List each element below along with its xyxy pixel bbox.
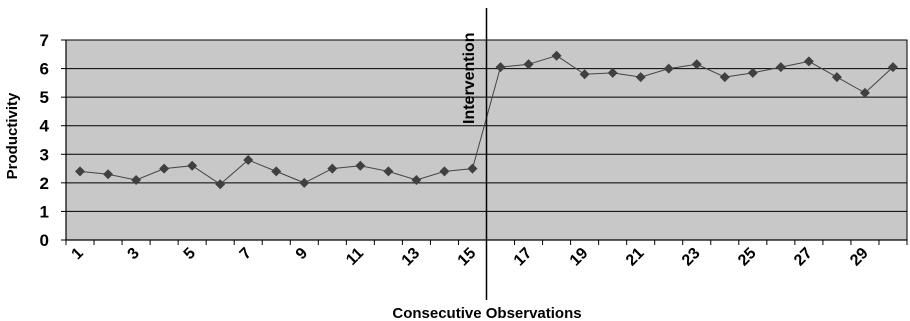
x-tick-label: 7 [237, 245, 255, 263]
x-tick-label: 21 [623, 245, 648, 270]
y-axis-label: Productivity [4, 92, 21, 179]
data-point [635, 72, 646, 83]
data-point [887, 62, 898, 73]
y-tick-label: 3 [40, 145, 49, 164]
data-point [355, 160, 366, 171]
y-tick-label: 7 [40, 31, 49, 50]
data-point [131, 175, 142, 185]
data-point [831, 72, 842, 83]
data-point [551, 50, 562, 61]
x-axis-label: Consecutive Observations [392, 305, 581, 321]
data-point [215, 179, 226, 190]
x-tick-label: 17 [511, 245, 536, 270]
y-tick-label: 4 [40, 117, 50, 136]
data-point [523, 59, 534, 70]
data-point [719, 72, 730, 83]
x-tick-label: 1 [69, 245, 87, 263]
y-tick-label: 1 [40, 202, 49, 221]
data-point [187, 160, 198, 171]
x-tick-label: 3 [125, 245, 143, 263]
x-tick-label: 27 [791, 245, 816, 270]
data-point [607, 67, 618, 78]
data-point [383, 166, 394, 177]
x-tick-label: 15 [455, 245, 480, 270]
x-tick-label: 5 [181, 245, 199, 263]
x-tick-label: 25 [735, 245, 760, 270]
data-point [803, 56, 814, 67]
data-point [691, 59, 702, 70]
data-point [747, 67, 758, 78]
data-point [579, 69, 590, 80]
data-point [859, 87, 870, 98]
data-point [663, 63, 674, 74]
data-point [439, 166, 450, 177]
x-tick-label: 19 [567, 245, 592, 270]
data-point [271, 166, 282, 177]
x-tick-label: 13 [399, 245, 424, 270]
x-tick-label: 9 [293, 245, 311, 263]
y-tick-label: 5 [40, 88, 49, 107]
data-point [775, 62, 786, 73]
data-point [299, 177, 310, 188]
x-tick-label: 11 [343, 245, 367, 269]
data-point [495, 62, 506, 73]
data-point [467, 163, 478, 174]
data-point [327, 163, 338, 174]
y-tick-label: 2 [40, 174, 49, 193]
intervention-label: Intervention [461, 32, 478, 124]
x-tick-label: 23 [679, 245, 704, 270]
x-tick-label: 29 [847, 245, 872, 270]
data-point [411, 175, 422, 185]
data-point [159, 163, 170, 174]
y-tick-label: 0 [40, 231, 49, 250]
data-point [103, 169, 114, 180]
data-point [243, 155, 254, 165]
y-tick-label: 6 [40, 60, 49, 79]
data-point [75, 166, 86, 177]
